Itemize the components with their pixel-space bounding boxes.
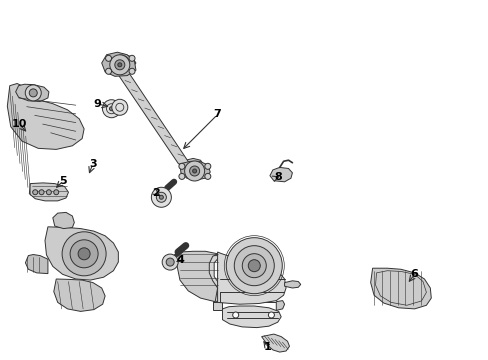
Polygon shape (116, 69, 189, 166)
Polygon shape (7, 84, 84, 149)
Circle shape (70, 240, 98, 268)
Polygon shape (188, 256, 224, 302)
Circle shape (179, 174, 184, 179)
Circle shape (110, 55, 129, 75)
Circle shape (129, 68, 135, 74)
Polygon shape (183, 158, 204, 174)
Circle shape (105, 55, 111, 61)
Polygon shape (261, 334, 289, 352)
Circle shape (54, 190, 59, 195)
Polygon shape (222, 306, 281, 328)
Circle shape (232, 312, 238, 318)
Polygon shape (25, 255, 48, 274)
Circle shape (234, 246, 274, 286)
Circle shape (113, 55, 129, 71)
Polygon shape (102, 52, 136, 76)
Circle shape (184, 161, 204, 181)
Polygon shape (54, 279, 105, 311)
Polygon shape (284, 281, 300, 288)
Circle shape (166, 258, 174, 266)
Circle shape (179, 163, 184, 169)
Circle shape (129, 55, 135, 61)
Polygon shape (269, 167, 292, 182)
Polygon shape (217, 252, 285, 304)
Text: 7: 7 (213, 109, 221, 120)
Text: 10: 10 (12, 119, 27, 129)
Circle shape (151, 187, 171, 207)
Circle shape (25, 85, 41, 101)
Text: 9: 9 (93, 99, 101, 109)
Circle shape (29, 89, 37, 97)
Circle shape (156, 192, 166, 202)
Circle shape (242, 254, 266, 278)
Text: 8: 8 (273, 172, 281, 182)
Circle shape (33, 190, 38, 195)
Circle shape (226, 238, 282, 294)
Circle shape (117, 59, 125, 67)
Circle shape (115, 60, 124, 70)
Polygon shape (276, 301, 284, 310)
Circle shape (204, 174, 210, 179)
Circle shape (46, 190, 51, 195)
Circle shape (192, 169, 196, 173)
Circle shape (204, 163, 210, 169)
Circle shape (189, 166, 199, 176)
Text: 4: 4 (176, 255, 183, 265)
Circle shape (39, 190, 44, 195)
Polygon shape (53, 212, 74, 229)
Circle shape (105, 68, 111, 74)
Circle shape (162, 254, 178, 270)
Polygon shape (29, 183, 68, 201)
Polygon shape (180, 161, 210, 180)
Text: 1: 1 (264, 342, 271, 352)
Circle shape (109, 107, 113, 111)
Circle shape (112, 99, 127, 115)
Circle shape (248, 260, 260, 272)
Text: 5: 5 (59, 176, 66, 186)
Text: 3: 3 (89, 159, 97, 169)
Polygon shape (370, 268, 430, 309)
Circle shape (102, 100, 120, 118)
Circle shape (78, 248, 90, 260)
Circle shape (118, 63, 122, 67)
Circle shape (62, 232, 106, 276)
Polygon shape (177, 251, 217, 302)
Polygon shape (106, 54, 136, 71)
Polygon shape (212, 295, 222, 310)
Circle shape (268, 312, 274, 318)
Text: 6: 6 (410, 269, 418, 279)
Polygon shape (16, 84, 49, 102)
Circle shape (159, 195, 163, 199)
Polygon shape (45, 227, 118, 280)
Text: 2: 2 (151, 188, 159, 198)
